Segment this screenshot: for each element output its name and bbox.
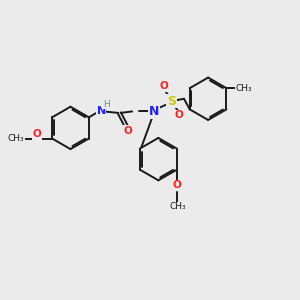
Text: O: O: [32, 129, 41, 139]
Text: S: S: [167, 94, 176, 108]
Text: O: O: [160, 81, 169, 92]
Text: O: O: [175, 110, 183, 120]
Text: CH₃: CH₃: [235, 84, 252, 93]
Text: CH₃: CH₃: [170, 202, 187, 211]
Text: N: N: [149, 105, 159, 118]
Text: CH₃: CH₃: [8, 134, 25, 143]
Text: O: O: [172, 180, 181, 190]
Text: N: N: [97, 106, 106, 116]
Text: H: H: [103, 100, 110, 109]
Text: O: O: [124, 126, 133, 136]
